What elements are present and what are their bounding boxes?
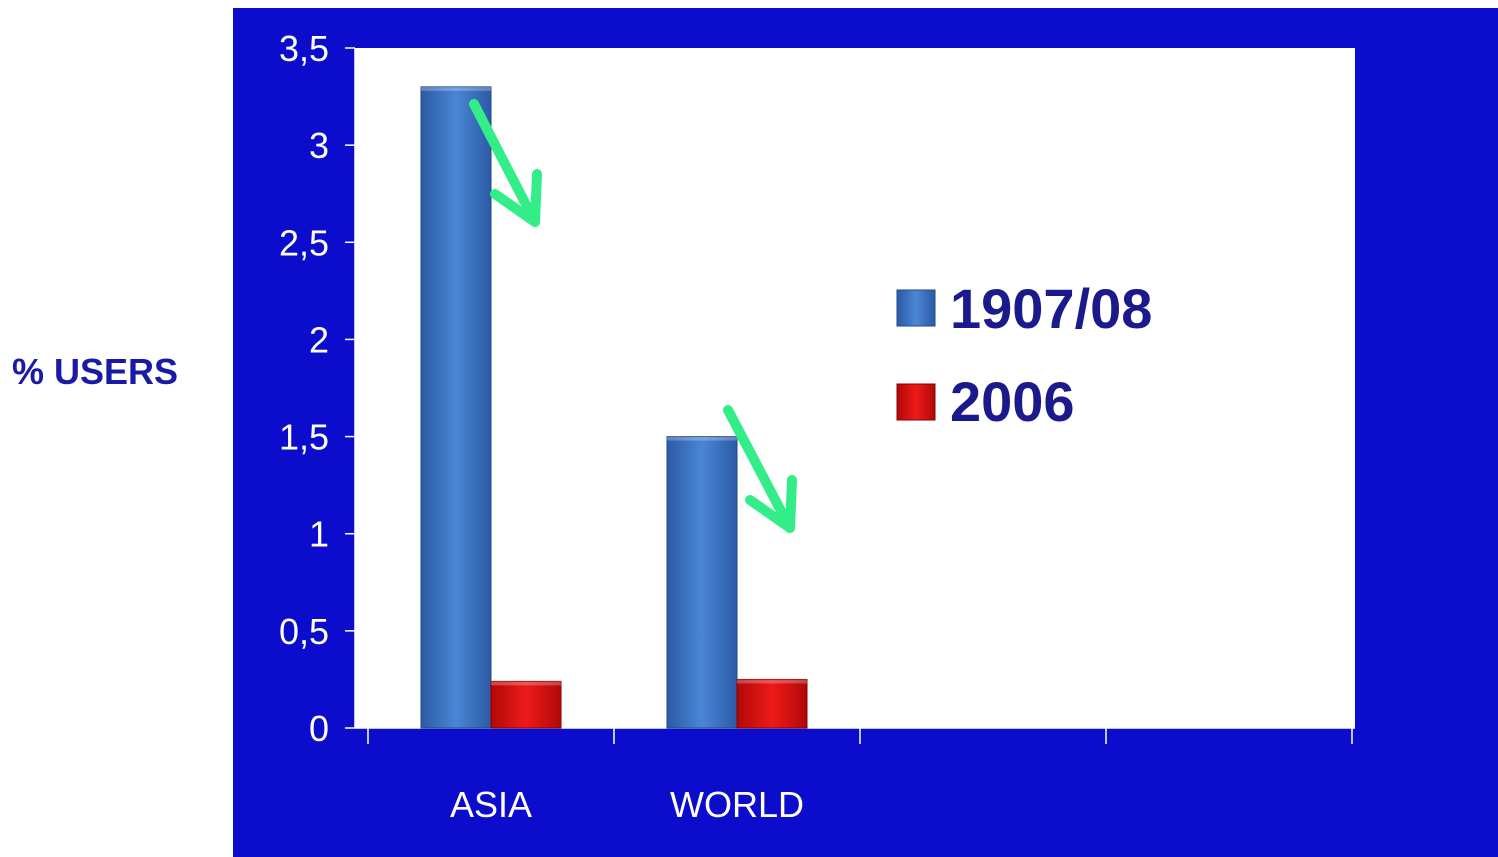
arrows-layer: [469, 99, 797, 533]
x-tick-label: ASIA: [450, 784, 532, 825]
legend-swatch-2006: [896, 383, 936, 421]
y-tick-label: 1,5: [279, 417, 329, 458]
axis-layer: 0 0,5 1 1,5 2 2,5 3 3,5 ASIA WORLD: [279, 28, 1355, 825]
y-tick-label: 0,5: [279, 611, 329, 652]
bar-highlight: [421, 86, 491, 91]
decline-arrow-icon: [469, 99, 542, 227]
bar-highlight: [737, 679, 807, 684]
bar-asia-series-1: [490, 680, 562, 729]
y-tick-label: 1: [309, 514, 329, 555]
legend: 1907/08 2006: [896, 277, 1152, 433]
bar-highlight: [491, 681, 561, 686]
y-axis-title: % USERS: [12, 351, 179, 392]
x-tick-label: WORLD: [670, 784, 804, 825]
bar-world-series-1: [736, 678, 808, 729]
legend-label-1907-08: 1907/08: [950, 277, 1152, 340]
y-tick-label: 2: [309, 319, 329, 360]
bars-layer: [420, 86, 808, 729]
bar-asia-series-0: [420, 86, 492, 729]
plot-area: [355, 48, 1355, 728]
y-tick-label: 0: [309, 708, 329, 749]
decline-arrow-icon: [723, 405, 797, 533]
y-tick-label: 3,5: [279, 28, 329, 69]
bar-world-series-0: [666, 436, 738, 729]
bar-highlight: [667, 436, 737, 441]
legend-swatch-1907-08: [896, 289, 936, 327]
legend-label-2006: 2006: [950, 370, 1075, 433]
y-tick-label: 3: [309, 125, 329, 166]
y-tick-label: 2,5: [279, 222, 329, 263]
